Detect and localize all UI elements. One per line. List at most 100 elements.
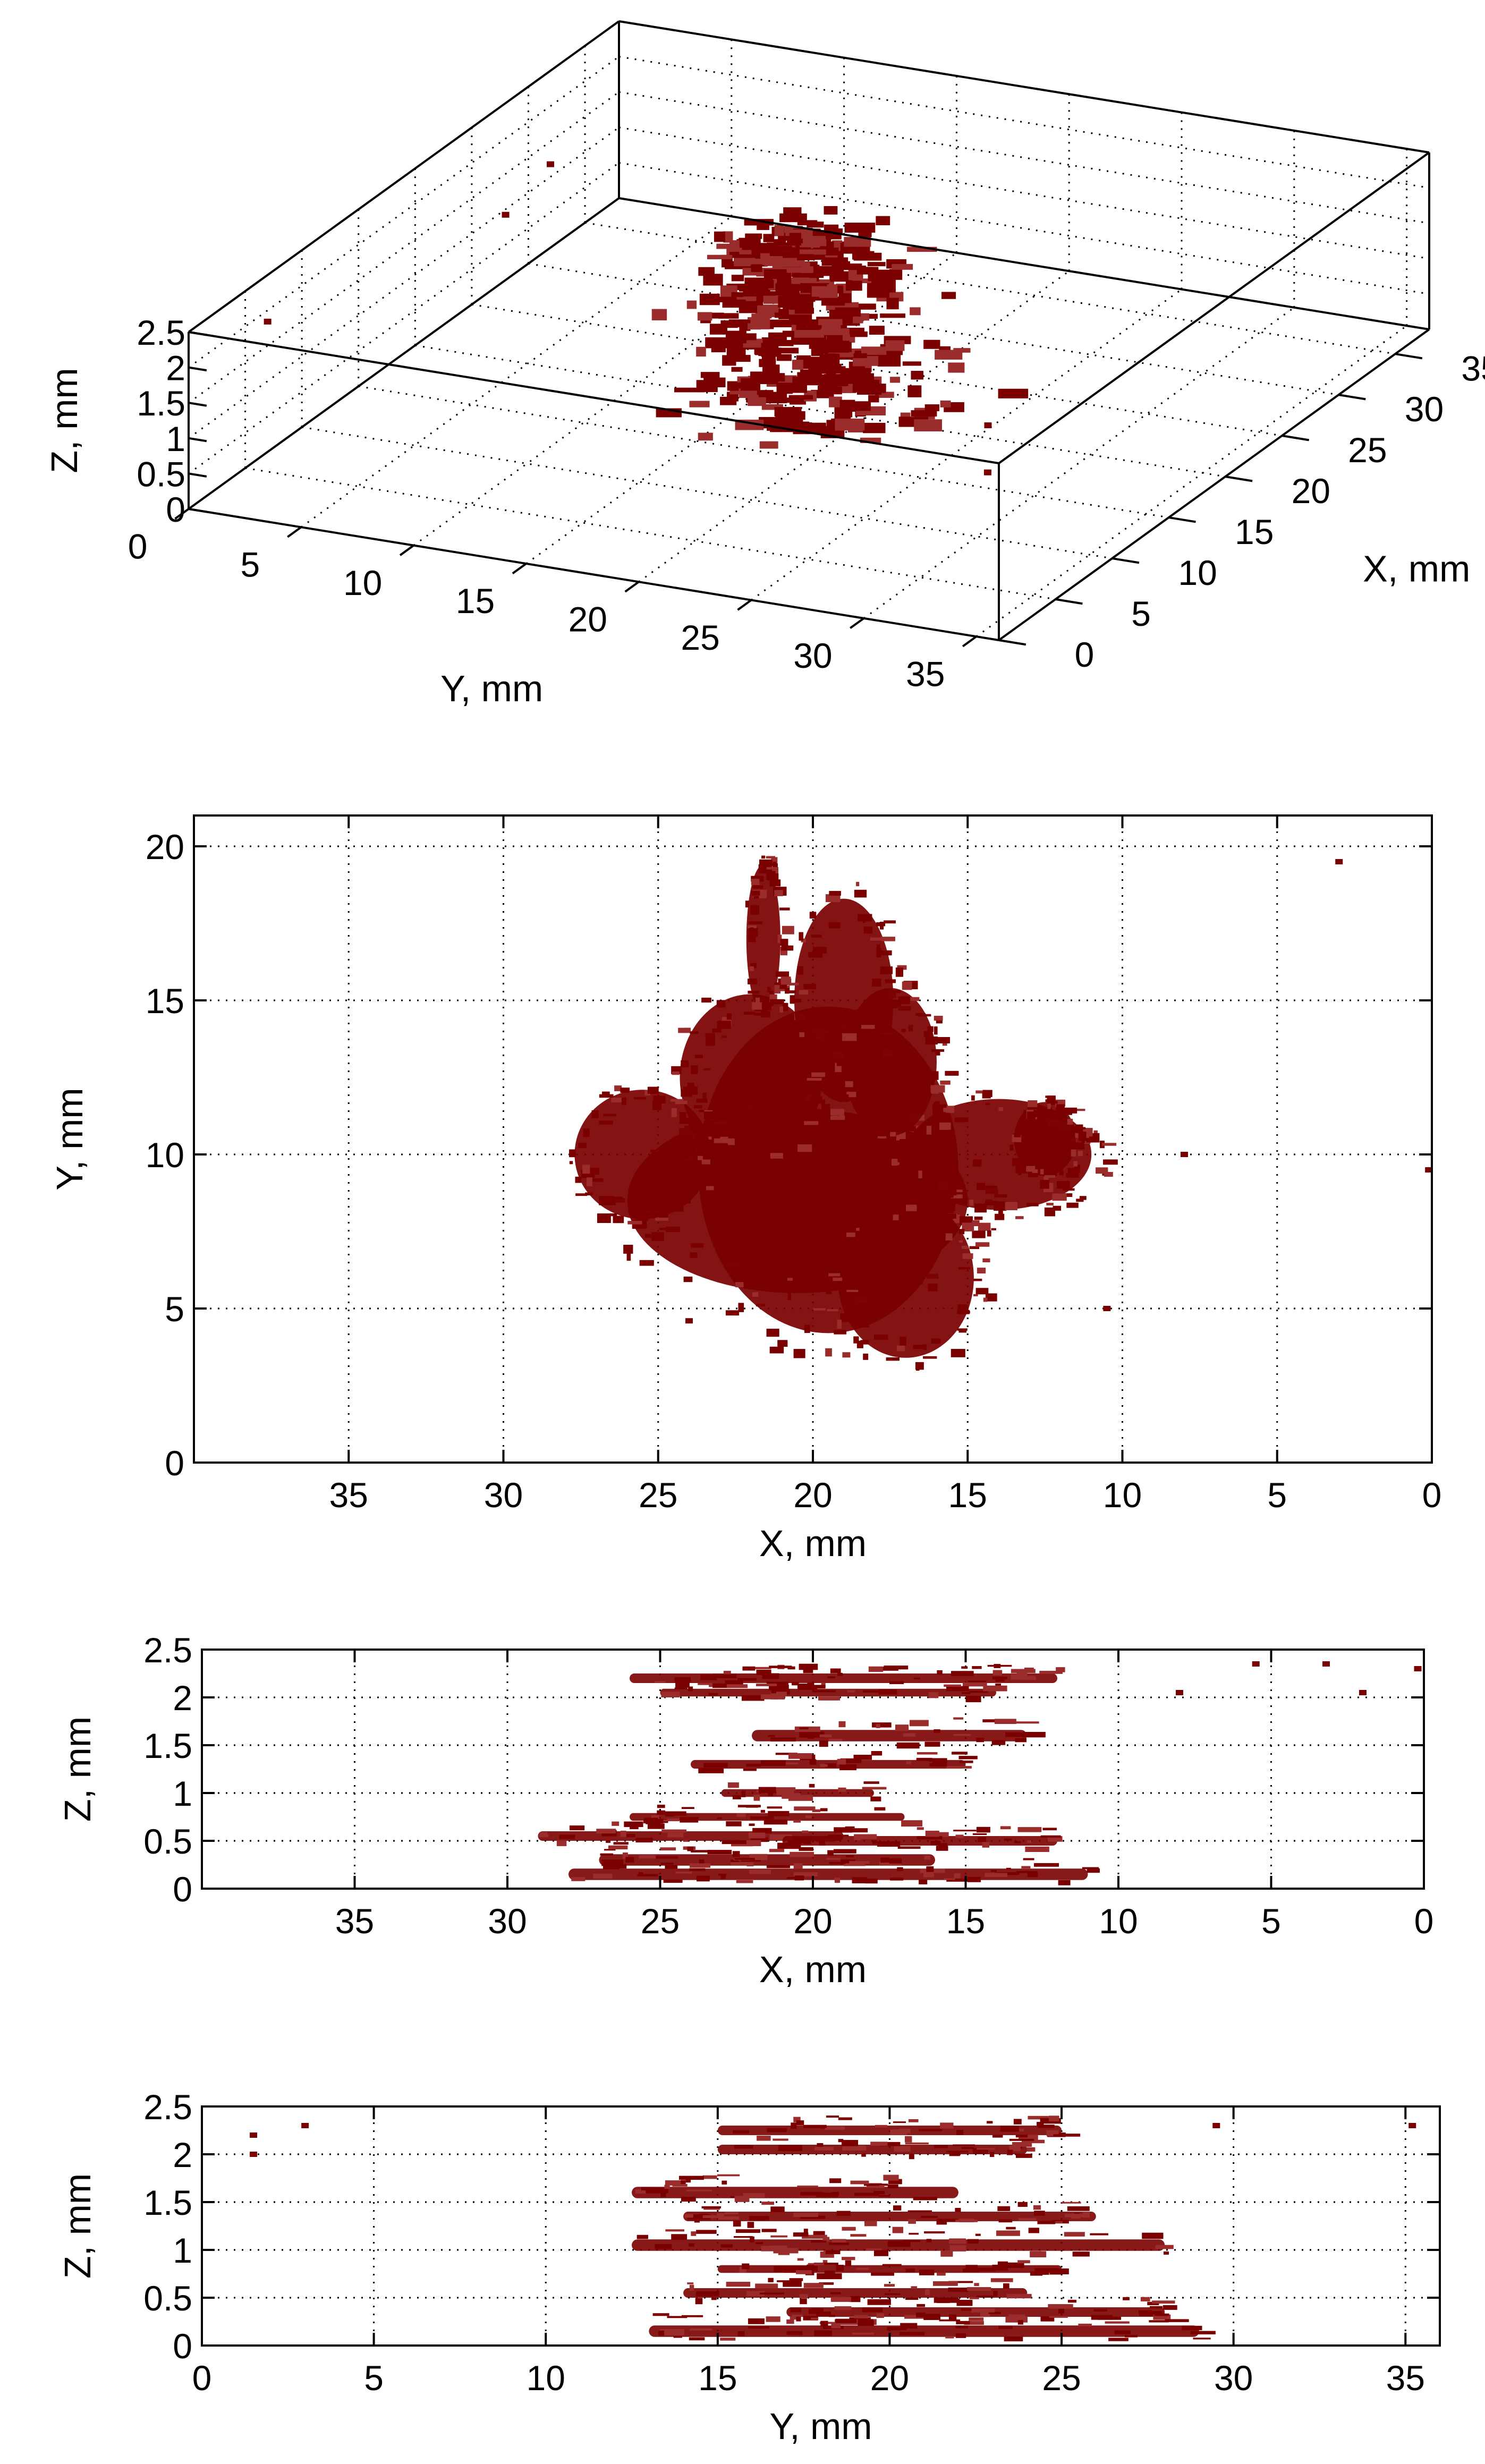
x-tick-label: 0 [1075,635,1094,674]
data-fragment [820,2321,828,2327]
data-fragment [812,363,842,371]
data-fragment [739,388,759,398]
data-fragment [779,984,787,989]
data-fragment [858,914,872,922]
data-fragment [811,934,822,938]
data-fragment [674,1687,688,1690]
x-tick-mark [1395,353,1423,360]
data-fragment [726,2282,751,2287]
data-fragment [852,2332,875,2335]
data-fragment [650,1821,668,1823]
data-fragment [793,1349,805,1358]
grid-line-floor [471,303,1283,437]
data-fragment [854,2193,879,2196]
data-fragment [977,1268,986,1274]
data-fragment [654,1681,666,1683]
data-fragment [830,2292,841,2295]
data-point [1335,859,1343,864]
data-fragment [828,1273,841,1277]
data-fragment [837,1758,846,1765]
data-fragment [792,1682,799,1686]
data-fragment [945,2336,954,2339]
data-fragment [1028,2115,1049,2120]
data-fragment [751,264,762,272]
data-fragment [871,1202,884,1212]
data-fragment [722,2180,727,2185]
data-fragment [852,278,882,284]
data-fragment [934,1016,943,1021]
data-fragment [951,1671,974,1676]
data-fragment [782,1793,801,1799]
data-fragment [1154,2313,1169,2316]
data-fragment [742,2263,750,2270]
data-fragment [627,1221,642,1225]
data-fragment [918,1014,931,1017]
x-tick-mark [1055,598,1083,605]
data-fragment [1042,1109,1054,1117]
data-fragment [858,231,872,237]
data-fragment [606,1840,611,1843]
data-fragment [766,856,776,859]
data-fragment [1139,2311,1163,2316]
data-point [685,1318,693,1324]
data-fragment [836,1061,850,1066]
data-fragment [667,1832,684,1838]
data-fragment [785,988,790,994]
data-fragment [908,2219,916,2224]
data-fragment [774,407,802,417]
data-fragment [934,1026,938,1035]
data-fragment [826,1857,841,1860]
data-fragment [880,937,895,941]
data-fragment [701,1159,710,1165]
data-fragment [1053,1205,1062,1211]
data-fragment [689,2337,705,2341]
data-fragment [884,920,896,924]
data-fragment [852,1877,868,1884]
x-tick-label: 20 [793,1475,832,1515]
data-fragment [690,1817,699,1820]
data-fragment [1059,1170,1064,1176]
y-tick-label: 35 [906,654,945,693]
data-fragment [850,2296,861,2302]
data-point [1212,2123,1220,2128]
data-fragment [915,1133,923,1138]
data-fragment [907,385,922,397]
y-tick-label: 20 [568,599,607,639]
data-fragment [855,248,870,253]
data-fragment [917,1752,938,1755]
data-fragment [1001,2262,1024,2268]
grid-line-floor [863,307,1295,619]
data-fragment [930,1832,949,1837]
data-fragment [1067,1118,1073,1125]
data-fragment [845,1826,855,1829]
data-fragment [967,1876,981,1882]
data-fragment [892,264,913,270]
data-fragment [856,1228,860,1231]
data-fragment [626,1834,635,1838]
data-fragment [841,1859,855,1865]
grid-line-wall [188,56,620,368]
data-fragment [672,2183,688,2187]
data-fragment [781,945,794,951]
data-fragment [699,1859,705,1864]
data-fragment [870,2142,888,2146]
data-fragment [947,1188,957,1196]
data-fragment [803,1668,813,1673]
data-fragment [686,300,697,309]
x-tick-label: 30 [484,1475,523,1515]
data-fragment [857,1014,862,1023]
data-fragment [825,2126,845,2130]
data-fragment [890,1877,904,1881]
data-fragment [774,982,779,987]
data-fragment [1038,2125,1055,2128]
data-fragment [904,2136,912,2143]
data-fragment [1040,1179,1049,1189]
data-fragment [854,2315,868,2318]
x-tick-label: 5 [1261,1901,1281,1941]
x-tick-label: 30 [1405,389,1444,429]
data-fragment [756,1669,771,1676]
data-fragment [671,1108,677,1117]
data-fragment [756,1304,765,1307]
data-fragment [815,1060,830,1069]
data-fragment [1163,2251,1169,2255]
